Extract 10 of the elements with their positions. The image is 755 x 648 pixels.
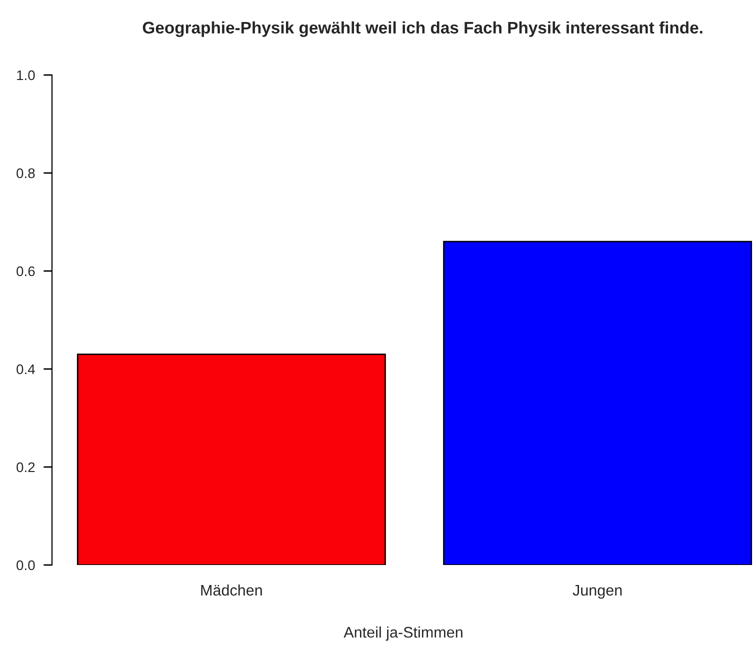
y-tick-label: 0.4	[16, 364, 35, 374]
y-tick-label: 0.0	[16, 560, 35, 570]
x-tick-label: Mädchen	[201, 584, 262, 596]
y-tick-label: 0.6	[16, 266, 35, 276]
y-tick-label: 0.2	[16, 462, 35, 472]
chart-title: Geographie-Physik gewählt weil ich das Fach Physik interessant finde.	[142, 21, 702, 37]
y-tick-label: 1.0	[17, 70, 35, 80]
y-tick-label: 0.8	[16, 168, 35, 178]
x-axis-title: Anteil ja-Stimmen	[344, 626, 462, 641]
x-tick-label: Jungen	[572, 585, 622, 599]
